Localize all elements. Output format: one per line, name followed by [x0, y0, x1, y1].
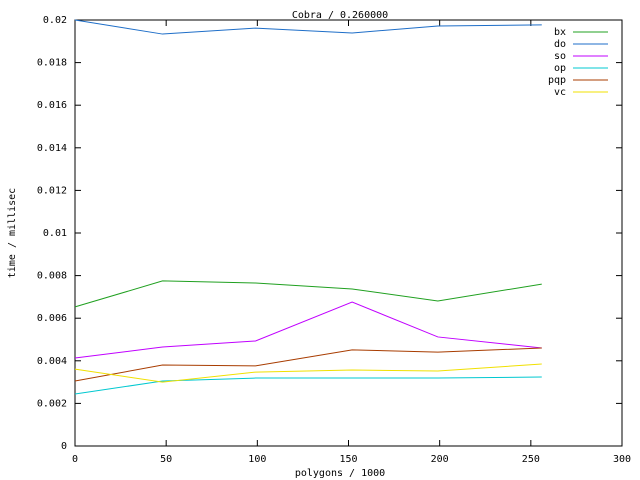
x-tick-label: 300	[613, 454, 631, 465]
legend-label: do	[554, 39, 566, 50]
x-axis-label: polygons / 1000	[295, 468, 385, 479]
y-tick-label: 0.02	[43, 15, 67, 26]
y-axis-label: time / millisec	[7, 188, 18, 278]
series-line	[74, 19, 542, 35]
y-tick-label: 0.002	[37, 398, 67, 409]
legend-label: op	[554, 63, 566, 74]
legend-label: pqp	[548, 75, 566, 86]
y-tick-label: 0.018	[37, 58, 67, 69]
x-tick-label: 250	[522, 454, 540, 465]
y-tick-label: 0.014	[37, 143, 67, 154]
y-tick-label: 0.008	[37, 271, 67, 282]
legend-label: so	[554, 51, 566, 62]
series-line	[74, 280, 542, 308]
chart-title: Cobra / 0.260000	[292, 10, 388, 21]
x-tick-label: 50	[160, 454, 172, 465]
x-tick-label: 150	[339, 454, 357, 465]
series-line	[74, 376, 542, 395]
series-line	[74, 301, 542, 359]
y-tick-label: 0.004	[37, 356, 67, 367]
legend-label: bx	[554, 27, 566, 38]
legend-label: vc	[554, 87, 566, 98]
y-tick-label: 0.006	[37, 313, 67, 324]
x-tick-label: 100	[248, 454, 266, 465]
series-line	[74, 347, 542, 382]
y-tick-label: 0	[61, 441, 67, 452]
series-line	[74, 363, 542, 383]
y-tick-label: 0.012	[37, 185, 67, 196]
x-tick-label: 0	[72, 454, 78, 465]
x-tick-label: 200	[431, 454, 449, 465]
y-tick-label: 0.016	[37, 100, 67, 111]
y-tick-label: 0.01	[43, 228, 67, 239]
